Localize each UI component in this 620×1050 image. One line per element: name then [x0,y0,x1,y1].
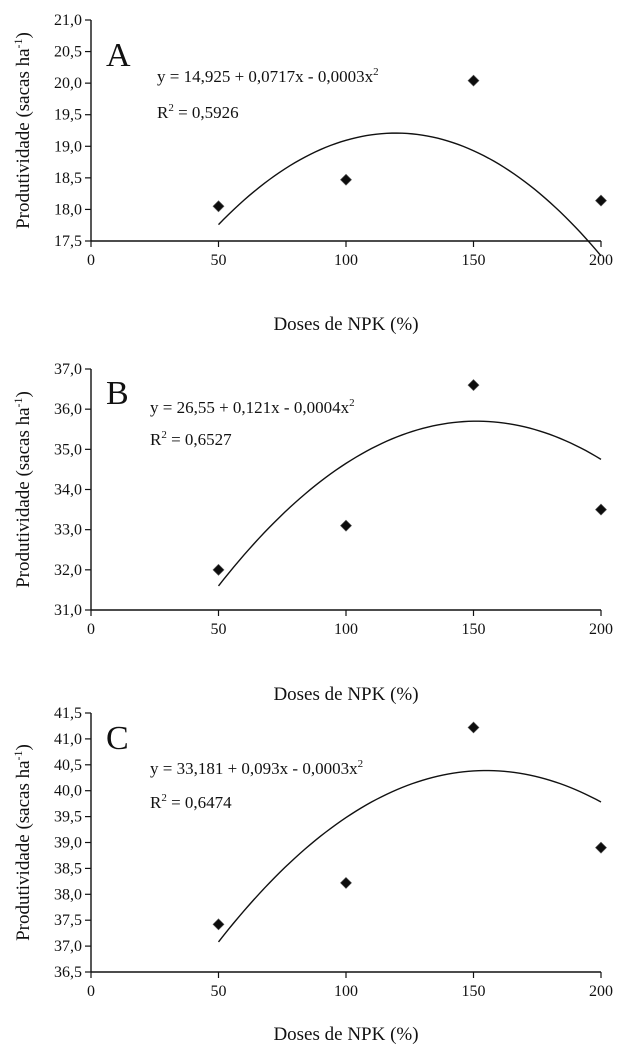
x-tick-label: 150 [462,621,486,638]
r-squared-superscript: 2 [168,102,174,114]
y-tick-label: 38,5 [54,860,82,877]
y-tick-label: 34,0 [54,482,82,499]
x-tick-label: 50 [211,621,227,638]
y-tick-label: 39,5 [54,809,82,826]
r-squared: R2 = 0,5926 [157,102,239,122]
data-point [467,721,480,734]
x-tick-label: 150 [462,983,486,1000]
regression-equation: y = 14,925 + 0,0717x - 0,0003x2 [157,66,379,86]
r-squared: R2 = 0,6527 [150,429,232,449]
y-axis-title-close: ) [13,744,34,750]
y-axis-title: Produtividade (sacas ha-1) [11,391,34,588]
y-tick-label: 19,5 [54,107,82,124]
r-squared: R2 = 0,6474 [150,792,232,812]
x-tick-label: 0 [87,252,95,269]
x-axis-title: Doses de NPK (%) [273,1024,418,1045]
panel-letter: A [106,37,131,74]
regression-equation-text: y = 33,181 + 0,093x - 0,0003x [150,759,358,778]
x-tick-label: 100 [334,252,358,269]
r-squared-superscript: 2 [161,792,167,804]
r-squared-prefix: R [157,103,169,122]
data-point [595,503,607,516]
y-tick-label: 36,0 [54,401,82,418]
y-tick-label: 41,5 [54,705,82,722]
y-tick-label: 37,0 [54,938,82,955]
r-squared-prefix: R [150,430,162,449]
y-tick-label: 41,0 [54,731,82,748]
y-tick-label: 17,5 [54,233,82,250]
x-tick-label: 50 [211,252,227,269]
x-tick-label: 200 [589,983,613,1000]
fitted-curve [217,769,602,943]
y-tick-label: 36,5 [54,964,82,981]
y-tick-label: 40,5 [54,757,82,774]
y-tick-label: 20,0 [54,75,82,92]
data-point [467,74,480,87]
regression-equation: y = 26,55 + 0,121x - 0,0004x2 [150,397,355,417]
y-tick-label: 32,0 [54,562,82,579]
y-axis-title-superscript: -1 [11,750,25,760]
y-tick-label: 18,5 [54,170,82,187]
regression-equation-superscript: 2 [349,397,355,409]
x-tick-label: 0 [87,983,95,1000]
x-tick-label: 50 [211,983,227,1000]
regression-equation-text: y = 14,925 + 0,0717x - 0,0003x [157,67,374,86]
fitted-curve [218,132,602,257]
y-tick-label: 37,5 [54,912,82,929]
y-tick-label: 21,0 [54,12,82,29]
y-tick-label: 31,0 [54,602,82,619]
y-axis-title-close: ) [13,391,34,397]
y-axis-title-close: ) [13,32,34,38]
y-tick-label: 40,0 [54,783,82,800]
r-squared-value: = 0,6527 [167,430,232,449]
r-squared-value: = 0,6474 [167,793,232,812]
chart-panel-b: 31,0 32,0 33,0 34,0 35,0 36,0 37,0 0 50 100 150 200… [11,361,613,705]
y-tick-label: 33,0 [54,522,82,539]
data-point [212,200,225,213]
fitted-curve [217,420,602,587]
data-point [212,563,225,576]
x-axis-title: Doses de NPK (%) [273,314,418,335]
y-tick-label: 39,0 [54,835,82,852]
x-tick-label: 0 [87,621,95,638]
panel-letter: B [106,375,129,412]
data-point [212,918,225,931]
y-axis-title: Produtividade (sacas ha-1) [11,744,34,941]
y-axis-title-text: Produtividade (sacas ha [13,407,34,588]
regression-equation-text: y = 26,55 + 0,121x - 0,0004x [150,398,350,417]
regression-equation: y = 33,181 + 0,093x - 0,0003x2 [150,758,363,778]
x-axis-title: Doses de NPK (%) [273,684,418,705]
chart-panel-a: 17,5 18,0 18,5 19,0 19,5 20,0 20,5 21,0 0 50 100 15… [11,12,613,335]
data-point [595,841,607,854]
panel-letter: C [106,720,129,757]
data-point [595,194,607,207]
x-tick-label: 200 [589,252,613,269]
y-tick-label: 19,0 [54,138,82,155]
y-axis-title-text: Produtividade (sacas ha [13,48,34,229]
y-tick-label: 20,5 [54,44,82,61]
regression-equation-superscript: 2 [373,66,379,78]
regression-equation-superscript: 2 [358,758,364,770]
y-tick-label: 18,0 [54,201,82,218]
r-squared-superscript: 2 [161,429,167,441]
y-axis-title-superscript: -1 [11,38,25,48]
r-squared-prefix: R [150,793,162,812]
data-point [340,519,352,532]
chart-panel-c: 36,5 37,0 37,5 38,0 38,5 39,0 39,5 40,0 40,5 41,0… [11,705,613,1045]
data-point [340,173,352,186]
x-tick-label: 150 [462,252,486,269]
y-axis-title-text: Produtividade (sacas ha [13,760,34,941]
r-squared-value: = 0,5926 [174,103,239,122]
x-tick-label: 200 [589,621,613,638]
data-point [340,876,352,889]
y-tick-label: 37,0 [54,361,82,378]
y-tick-label: 38,0 [54,886,82,903]
y-axis-title-superscript: -1 [11,397,25,407]
y-tick-label: 35,0 [54,441,82,458]
x-tick-label: 100 [334,621,358,638]
data-point [467,379,480,391]
y-axis-title: Produtividade (sacas ha-1) [11,32,34,229]
x-tick-label: 100 [334,983,358,1000]
